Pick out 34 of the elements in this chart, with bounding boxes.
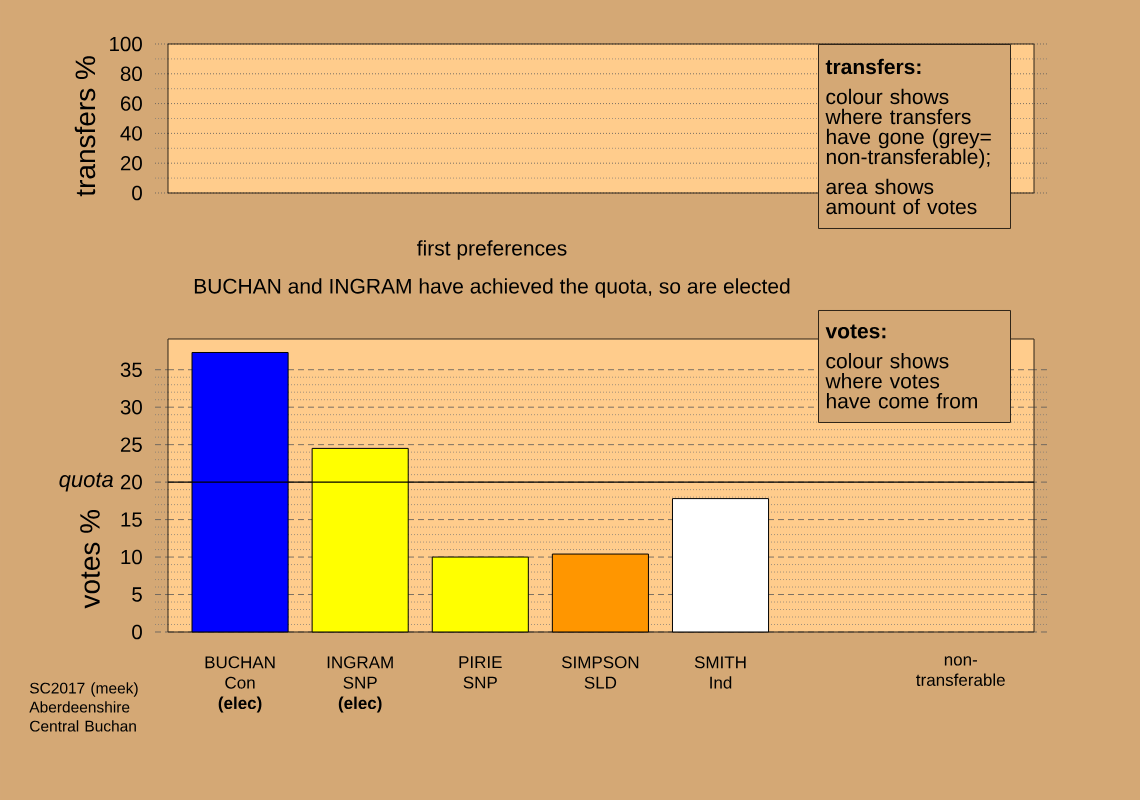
annotation: colour shows where transfers have gone (grey= non-transferable); [825,88,991,169]
x-tick-label: SIMPSON SLD [561,656,639,689]
y-tick-label: 15 [121,512,142,527]
text: SC2017 (meek) Aberdeenshire Central Buchan [29,682,138,732]
ref-line-label: quota [59,472,113,492]
y-tick-label: 35 [120,362,142,377]
bar [551,553,649,633]
y-tick-label: 80 [120,66,142,82]
text: votes: [825,324,886,339]
annotation: colour shows where votes have come from [825,353,977,409]
y-tick-label: 20 [120,474,142,490]
x-tick-label: PIRIE SNP [459,656,502,689]
bar [671,498,770,633]
chart-title: first preferences [417,240,567,260]
y-tick-label: 60 [120,96,142,111]
y-tick-label: 40 [120,126,142,141]
x-tick-label: INGRAM SNP (elec) [327,656,393,713]
y-axis-title: votes % [80,509,100,609]
chart-subtitle: BUCHAN and INGRAM have achieved the quota, so are elected [194,278,790,298]
y-axis-title: transfers % [74,56,96,197]
annotation: transfers: [825,58,921,75]
bar [431,556,529,633]
y-tick-label: 20 [120,155,142,171]
y-tick-label: 0 [132,624,142,640]
annotation: area shows amount of votes [826,178,977,215]
y-tick-label: 10 [121,549,142,565]
y-tick-label: 0 [132,185,142,201]
x-tick-label: non-transferable [916,656,1005,686]
y-tick-label: 30 [120,399,142,415]
y-tick-label: 25 [120,437,142,452]
y-tick-label: 100 [110,36,142,52]
x-tick-label: SMITH Ind [694,656,746,689]
y-tick-label: 5 [132,587,142,602]
x-tick-label: BUCHAN Con (elec) [205,656,275,713]
